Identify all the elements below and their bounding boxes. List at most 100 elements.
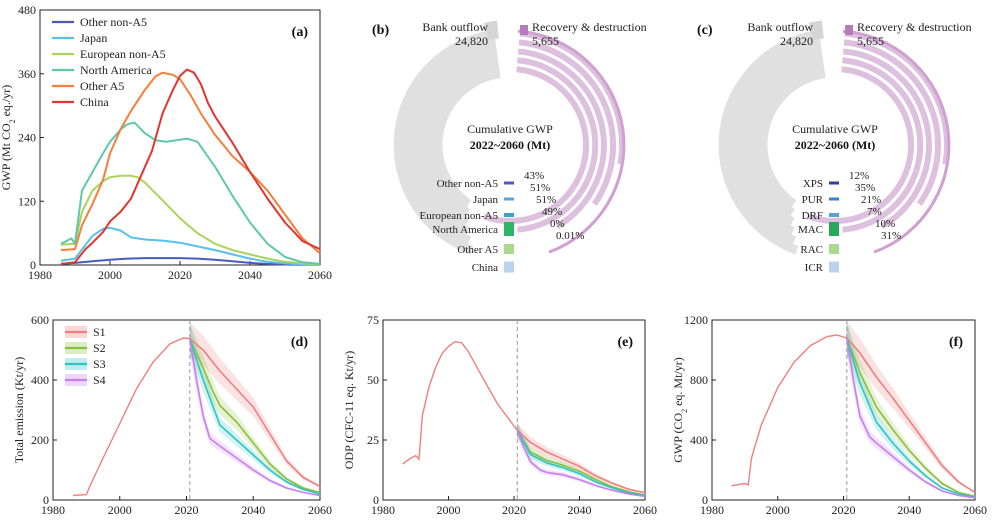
group-node-other-non-a5 [504, 181, 514, 185]
group-label-other-a5: Other A5 [457, 244, 498, 256]
y-tick-label: 0 [373, 493, 379, 507]
group-label-european-non-a5: European non-A5 [419, 210, 498, 222]
outflow-label: Bank outflow [422, 20, 488, 34]
x-tick-label: 2060 [963, 503, 987, 517]
y-tick-label: 0 [702, 493, 708, 507]
outflow-arc [726, 37, 822, 245]
share-label-north-america: 49% [542, 206, 562, 218]
history-line [72, 337, 190, 497]
group-label-drf: DRF [802, 210, 823, 222]
x-tick-label: 2040 [238, 268, 262, 282]
series-line-s3 [516, 430, 646, 497]
recovery-arc [482, 66, 590, 224]
y-tick-label: 200 [31, 433, 49, 447]
group-label-xps: XPS [803, 178, 823, 190]
group-node-other-a5 [504, 244, 514, 254]
x-tick-label: 1980 [28, 268, 52, 282]
share-label-mac: 7% [867, 206, 882, 218]
outflow-arc [742, 53, 824, 226]
outflow-arc [409, 45, 498, 236]
outflow-arc [425, 61, 500, 217]
series-line-japan [60, 226, 321, 266]
group-node-rac [829, 244, 839, 254]
y-axis-label: ODP (CFC-11 eq. Kt/yr) [342, 351, 356, 469]
x-tick-label: 1980 [700, 503, 724, 517]
plot-frame [711, 319, 976, 501]
outflow-arc [433, 69, 501, 208]
y-axis-label: Total emission (Kt/yr) [12, 357, 26, 463]
y-tick-label: 50 [367, 373, 379, 387]
group-node-mac [829, 222, 839, 236]
group-label-other-non-a5: Other non-A5 [437, 178, 499, 190]
recovery-arc [519, 30, 625, 165]
outflow-label: Bank outflow [747, 20, 813, 34]
series-line-s3 [846, 337, 976, 499]
group-node-pur [829, 197, 839, 201]
outflow-arc [734, 45, 823, 236]
legend-label-china: China [80, 95, 109, 109]
series-line-s2 [189, 338, 321, 494]
group-label-japan: Japan [473, 194, 499, 206]
series-line-s3 [189, 338, 321, 495]
uncertainty-band-s1 [189, 322, 320, 488]
uncertainty-band-s3 [189, 322, 320, 495]
center-subtitle: 2022~2060 (Mt) [470, 138, 551, 152]
group-node-european-non-a5 [504, 213, 514, 217]
x-tick-label: 2040 [241, 503, 265, 517]
y-tick-label: 600 [31, 313, 49, 327]
legend-label-north-america: North America [80, 63, 152, 77]
y-tick-label: 800 [690, 373, 708, 387]
panel-label: (c) [697, 23, 713, 38]
history-line [731, 334, 848, 487]
series-line-s4 [516, 430, 646, 498]
x-tick-label: 2000 [108, 503, 132, 517]
recovery-outer-arc [842, 29, 951, 254]
series-line-china [60, 68, 321, 265]
share-label-icr: 31% [881, 230, 901, 242]
share-label-china: 0.01% [556, 230, 584, 242]
group-node-icr [829, 261, 839, 273]
share-label-other-a5: 0% [550, 218, 565, 230]
y-tick-label: 0 [30, 258, 36, 272]
recovery-value: 5,655 [857, 34, 884, 48]
outflow-arc [758, 69, 826, 208]
y-tick-label: 0 [43, 493, 49, 507]
x-tick-label: 2000 [437, 503, 461, 517]
recovery-arc [517, 48, 607, 229]
outflow-arc [401, 37, 497, 245]
share-label-xps: 12% [849, 170, 869, 182]
series-line-s2 [846, 337, 976, 498]
uncertainty-band-s4 [517, 423, 645, 497]
recovery-node [845, 25, 853, 35]
group-label-north-america: North America [432, 224, 498, 236]
legend-label-s1: S1 [93, 325, 106, 339]
y-tick-label: 75 [367, 313, 379, 327]
recovery-label: Recovery & destruction [532, 20, 647, 34]
panel-f: 1980 2000 2020 2040 2060 0 400 800 1200 GWP (CO2 … [671, 313, 987, 517]
series-line-s1 [516, 429, 646, 494]
y-tick-label: 400 [690, 433, 708, 447]
legend-label-s2: S2 [93, 341, 106, 355]
y-axis-label: GWP (Mt CO2 eq./yr) [0, 85, 17, 191]
share-label-drf: 21% [861, 194, 881, 206]
share-label-rac: 10% [875, 218, 895, 230]
group-label-pur: PUR [802, 194, 824, 206]
group-label-mac: MAC [798, 224, 823, 236]
uncertainty-band-s3 [517, 423, 645, 497]
y-tick-label: 480 [18, 3, 36, 17]
outflow-arc [718, 29, 821, 255]
outflow-node [809, 20, 824, 41]
group-node-north-america [504, 222, 514, 236]
series-line-s1 [189, 337, 321, 488]
recovery-arc [843, 39, 941, 206]
share-label-other-non-a5: 43% [524, 170, 544, 182]
outflow-value: 24,820 [780, 34, 813, 48]
outflow-node [484, 20, 499, 41]
recovery-outer-arc [517, 29, 626, 254]
y-tick-label: 25 [367, 433, 379, 447]
uncertainty-band-s1 [846, 321, 975, 494]
group-node-china [504, 261, 514, 273]
panel-label: (e) [617, 335, 633, 350]
